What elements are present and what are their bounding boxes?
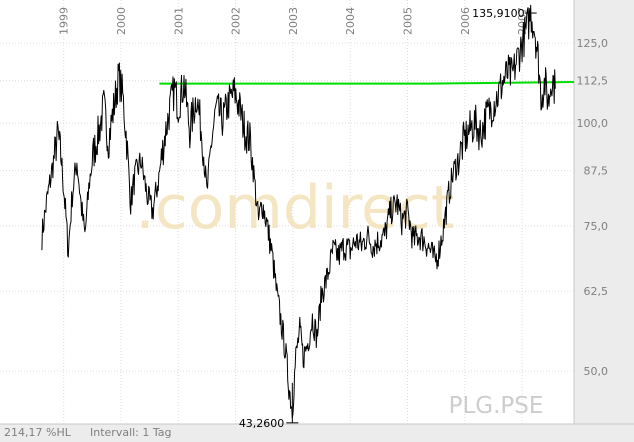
- high-value-label: 135,9100: [472, 7, 525, 20]
- y-tick-label: 75,0: [584, 220, 609, 233]
- x-tick-label: 2002: [230, 7, 243, 35]
- y-tick-label: 62,5: [584, 285, 609, 298]
- y-tick-label: 112,5: [577, 75, 609, 88]
- price-series-line: [41, 4, 556, 419]
- y-tick-label: 50,0: [584, 365, 609, 378]
- right-axis-panel: [574, 0, 634, 442]
- x-tick-label: 2005: [401, 7, 414, 35]
- resistance-line: [159, 80, 575, 85]
- low-value-label: 43,2600: [239, 417, 285, 430]
- footer-band: [0, 424, 634, 442]
- y-tick-label: 87,5: [584, 165, 609, 178]
- x-tick-label: 2001: [172, 7, 185, 35]
- y-tick-label: 125,0: [577, 37, 609, 50]
- symbol-label: PLG.PSE: [449, 393, 544, 419]
- footer-interval: Intervall: 1 Tag: [90, 426, 172, 439]
- y-tick-label: 100,0: [577, 117, 609, 130]
- x-tick-label: 2003: [287, 7, 300, 35]
- footer-scale: 214,17 %HL: [4, 426, 72, 439]
- x-tick-label: 2006: [459, 7, 472, 35]
- x-tick-label: 2004: [344, 7, 357, 35]
- x-tick-label: 1999: [58, 7, 71, 35]
- x-tick-label: 2000: [115, 7, 128, 35]
